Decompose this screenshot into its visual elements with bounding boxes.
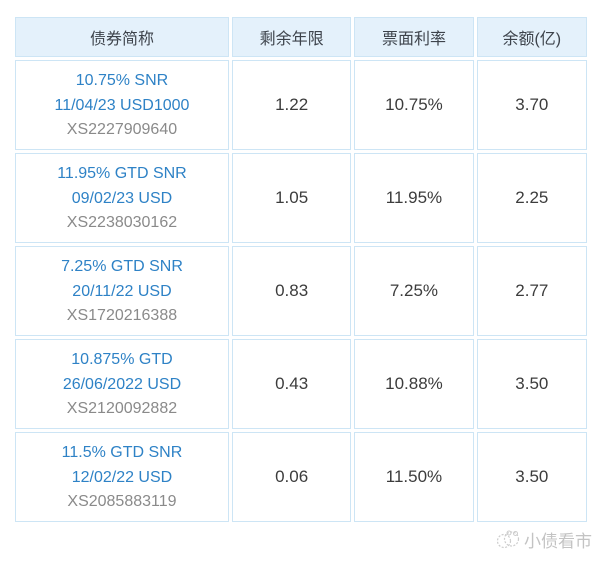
bond-name-link[interactable]: 11.95% GTD SNR 09/02/23 USD bbox=[16, 161, 228, 211]
balance-value: 3.50 bbox=[476, 432, 587, 522]
bond-name-line1: 7.25% GTD SNR bbox=[61, 258, 183, 275]
table-header-row: 债券简称 剩余年限 票面利率 余额(亿) bbox=[15, 17, 587, 57]
bond-name-line1: 11.5% GTD SNR bbox=[61, 444, 183, 461]
watermark: 小债看市 bbox=[496, 527, 592, 552]
remaining-years-value: 0.06 bbox=[231, 432, 352, 522]
table-row: 11.95% GTD SNR 09/02/23 USD XS2238030162… bbox=[15, 153, 587, 243]
bond-cell: 7.25% GTD SNR 20/11/22 USD XS1720216388 bbox=[15, 246, 229, 336]
coupon-rate-value: 11.50% bbox=[354, 432, 474, 522]
bond-name-line2: 12/02/22 USD bbox=[71, 469, 173, 486]
balance-value: 3.70 bbox=[476, 60, 587, 150]
table-row: 10.75% SNR 11/04/23 USD1000 XS2227909640… bbox=[15, 60, 587, 150]
panda-logo-icon bbox=[496, 529, 520, 551]
bond-name-line1: 11.95% GTD SNR bbox=[57, 165, 187, 182]
bond-name-line1: 10.875% GTD bbox=[71, 351, 173, 368]
coupon-rate-value: 10.88% bbox=[354, 339, 474, 429]
bond-isin: XS2120092882 bbox=[66, 400, 178, 417]
bond-cell: 11.95% GTD SNR 09/02/23 USD XS2238030162 bbox=[15, 153, 229, 243]
bond-name-line2: 20/11/22 USD bbox=[72, 283, 172, 300]
balance-value: 3.50 bbox=[476, 339, 587, 429]
remaining-years-value: 0.43 bbox=[231, 339, 352, 429]
column-header-bond-name: 债券简称 bbox=[15, 17, 229, 57]
bond-name-line2: 11/04/23 USD1000 bbox=[54, 97, 190, 114]
table-row: 11.5% GTD SNR 12/02/22 USD XS2085883119 … bbox=[15, 432, 587, 522]
bond-name-link[interactable]: 10.875% GTD 26/06/2022 USD bbox=[16, 347, 228, 397]
coupon-rate-value: 11.95% bbox=[354, 153, 474, 243]
bond-name-link[interactable]: 11.5% GTD SNR 12/02/22 USD bbox=[16, 440, 228, 490]
bond-cell: 10.75% SNR 11/04/23 USD1000 XS2227909640 bbox=[15, 60, 229, 150]
bond-name-line2: 09/02/23 USD bbox=[71, 190, 173, 207]
bond-name-line2: 26/06/2022 USD bbox=[62, 376, 182, 393]
remaining-years-value: 1.22 bbox=[231, 60, 352, 150]
watermark-label: 小债看市 bbox=[524, 532, 592, 551]
bond-table: 债券简称 剩余年限 票面利率 余额(亿) 10.75% SNR 11/04/23… bbox=[12, 14, 590, 525]
remaining-years-value: 0.83 bbox=[231, 246, 352, 336]
bond-cell: 10.875% GTD 26/06/2022 USD XS2120092882 bbox=[15, 339, 229, 429]
bond-cell: 11.5% GTD SNR 12/02/22 USD XS2085883119 bbox=[15, 432, 229, 522]
balance-value: 2.25 bbox=[476, 153, 587, 243]
table-row: 7.25% GTD SNR 20/11/22 USD XS1720216388 … bbox=[15, 246, 587, 336]
bond-isin: XS2227909640 bbox=[66, 121, 178, 138]
remaining-years-value: 1.05 bbox=[231, 153, 352, 243]
column-header-balance: 余额(亿) bbox=[476, 17, 587, 57]
coupon-rate-value: 7.25% bbox=[354, 246, 474, 336]
bond-name-link[interactable]: 10.75% SNR 11/04/23 USD1000 bbox=[16, 68, 228, 118]
balance-value: 2.77 bbox=[476, 246, 587, 336]
bond-name-line1: 10.75% SNR bbox=[75, 72, 169, 89]
bond-isin: XS2085883119 bbox=[67, 493, 177, 510]
bond-isin: XS1720216388 bbox=[66, 307, 178, 324]
coupon-rate-value: 10.75% bbox=[354, 60, 474, 150]
bond-isin: XS2238030162 bbox=[66, 214, 178, 231]
bond-name-link[interactable]: 7.25% GTD SNR 20/11/22 USD bbox=[16, 254, 228, 304]
column-header-coupon-rate: 票面利率 bbox=[354, 17, 474, 57]
column-header-remaining-years: 剩余年限 bbox=[231, 17, 352, 57]
table-row: 10.875% GTD 26/06/2022 USD XS2120092882 … bbox=[15, 339, 587, 429]
